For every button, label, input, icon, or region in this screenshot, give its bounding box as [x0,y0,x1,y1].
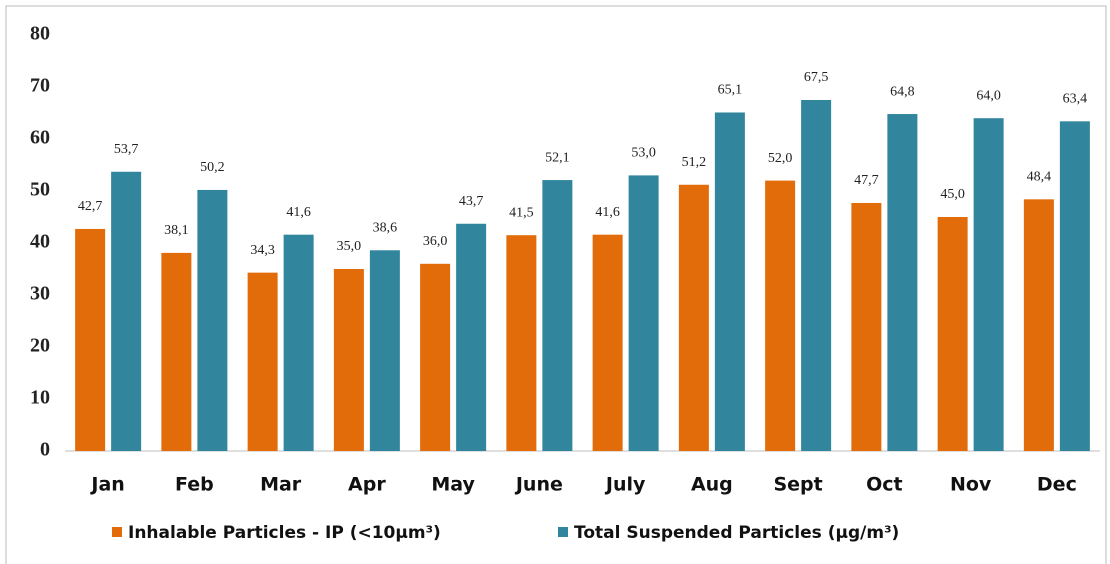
bar [283,234,314,451]
bar [75,228,106,451]
value-label: 42,7 [78,199,103,214]
bar [420,263,451,451]
x-tick-label: June [514,474,563,496]
value-label: 48,4 [1027,170,1052,185]
bar [1059,121,1090,451]
legend-label: Total Suspended Particles (µg/m³) [574,523,899,543]
frame [5,5,1107,564]
value-label: 47,7 [854,173,879,188]
value-label: 63,4 [1063,92,1088,107]
x-tick-label: Jan [89,474,124,496]
value-label: 65,1 [718,83,743,98]
x-tick-label: May [431,474,475,496]
y-tick-label: 0 [40,439,50,461]
value-label: 38,1 [164,223,189,238]
legend-label: Inhalable Particles - IP (<10µm³) [128,523,441,543]
bar [801,100,832,451]
value-label: 36,0 [423,234,448,249]
x-tick-label: Oct [866,474,903,496]
value-label: 41,6 [286,205,311,220]
legend-swatch [558,527,568,537]
value-label: 51,2 [682,155,707,170]
bar [714,112,745,451]
x-tick-label: July [604,474,646,496]
bar [161,252,192,451]
bar [851,202,882,451]
x-tick-label: Nov [950,474,992,496]
value-label: 43,7 [459,194,484,209]
x-tick-label: Mar [260,474,302,496]
bar [678,184,709,451]
bar [197,189,228,451]
value-label: 64,8 [890,84,915,99]
value-label: 50,2 [200,160,225,175]
value-label: 38,6 [373,220,398,235]
bar [542,180,573,451]
value-label: 52,1 [545,150,570,165]
x-tick-label: Dec [1037,474,1077,496]
value-label: 53,0 [631,146,656,161]
y-tick-label: 70 [30,75,50,97]
y-tick-label: 20 [30,335,50,357]
bar [973,118,1004,451]
value-label: 67,5 [804,70,829,85]
value-label: 64,0 [976,88,1001,103]
bar [887,114,918,451]
bar [111,171,142,451]
y-tick-label: 50 [30,179,50,201]
bar [628,175,659,451]
value-label: 34,3 [250,243,275,258]
value-label: 35,0 [337,239,362,254]
x-tick-label: Feb [175,474,214,496]
bar [247,272,278,451]
y-tick-label: 10 [30,387,50,409]
bar [937,217,968,451]
value-label: 52,0 [768,151,793,166]
y-tick-label: 40 [30,231,50,253]
bar [1023,199,1054,451]
bar [369,250,400,451]
x-tick-label: Aug [691,474,733,496]
value-label: 45,0 [940,187,965,202]
bar [333,269,364,451]
x-tick-label: Apr [348,474,386,496]
y-tick-label: 80 [30,23,50,45]
y-tick-label: 30 [30,283,50,305]
value-label: 53,7 [114,142,139,157]
bar [592,234,623,451]
y-tick-label: 60 [30,127,50,149]
value-label: 41,6 [595,205,620,220]
bar [506,235,537,451]
bar [456,223,487,451]
value-label: 41,5 [509,205,534,220]
x-tick-label: Sept [773,474,822,496]
legend-swatch [112,527,122,537]
bar [765,180,796,451]
